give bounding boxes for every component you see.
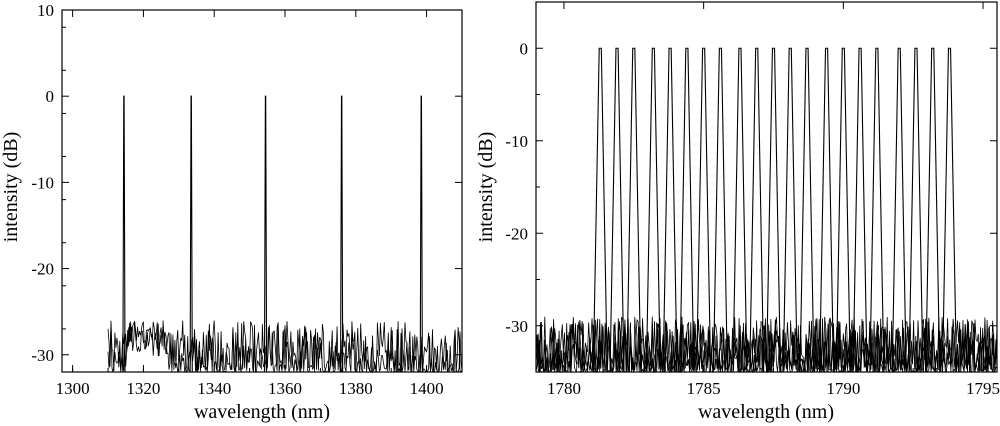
right-y-tick-label: 0 — [520, 39, 529, 58]
right-peak — [852, 47, 868, 373]
right-peak — [765, 47, 782, 373]
right-x-axis-label: wavelength (nm) — [698, 401, 834, 423]
right-noise-floor — [535, 316, 998, 374]
right-peak — [835, 47, 851, 373]
right-y-tick-label: -20 — [505, 224, 528, 243]
left-peak — [122, 95, 126, 373]
right-peak — [782, 47, 798, 373]
left-peak — [263, 95, 268, 373]
left-x-tick-label: 1300 — [56, 379, 90, 398]
left-traces — [107, 95, 463, 374]
right-chart: 1780 1785 1790 1795 0 -10 -20 -30 wavelength (n… — [475, 1, 1000, 423]
right-peak — [891, 47, 907, 373]
right-peak — [908, 47, 924, 373]
right-peak — [626, 47, 642, 373]
right-ticks: 1780 1785 1790 1795 0 -10 -20 -30 — [505, 1, 1000, 398]
right-y-axis-label: intensity (dB) — [475, 132, 497, 243]
right-peak — [941, 47, 958, 373]
right-peak — [696, 47, 712, 373]
right-peak — [712, 47, 728, 373]
right-peak — [749, 47, 765, 373]
right-peak — [662, 47, 678, 373]
left-chart: 1300 1320 1340 1360 1380 1400 10 0 -10 -20 -30 wav… — [0, 1, 463, 423]
left-x-tick-label: 1360 — [268, 379, 302, 398]
right-traces — [535, 47, 998, 374]
left-y-tick-label: 10 — [37, 1, 54, 20]
left-noise-floor — [107, 320, 463, 374]
right-peak — [645, 47, 661, 373]
left-plot-frame — [61, 9, 463, 373]
right-peak — [609, 47, 625, 373]
right-y-tick-label: -10 — [505, 132, 528, 151]
left-ticks: 1300 1320 1340 1360 1380 1400 10 0 -10 -20 -30 — [31, 1, 463, 398]
right-peak — [679, 47, 695, 373]
left-peak — [340, 95, 344, 373]
left-y-tick-label: -30 — [31, 346, 54, 365]
left-peak — [419, 95, 423, 373]
left-peak — [189, 95, 193, 373]
right-peak — [732, 47, 748, 373]
left-x-axis-label: wavelength (nm) — [194, 401, 330, 423]
right-peak — [592, 47, 608, 373]
right-x-tick-label: 1790 — [826, 379, 860, 398]
left-y-tick-label: -10 — [31, 173, 54, 192]
left-y-tick-label: -20 — [31, 260, 54, 279]
right-peak — [869, 47, 885, 373]
left-x-tick-label: 1340 — [197, 379, 231, 398]
right-peak — [819, 47, 835, 373]
right-x-tick-label: 1780 — [547, 379, 581, 398]
left-x-tick-label: 1320 — [126, 379, 160, 398]
right-plot-frame — [535, 1, 998, 373]
left-x-tick-label: 1400 — [410, 379, 444, 398]
left-y-tick-label: 0 — [46, 87, 55, 106]
right-x-tick-label: 1785 — [687, 379, 721, 398]
left-x-tick-label: 1380 — [339, 379, 373, 398]
right-peak — [799, 47, 815, 373]
right-x-tick-label: 1795 — [966, 379, 1000, 398]
left-y-axis-label: intensity (dB) — [0, 132, 22, 243]
right-y-tick-label: -30 — [505, 317, 528, 336]
right-peak — [925, 47, 941, 373]
